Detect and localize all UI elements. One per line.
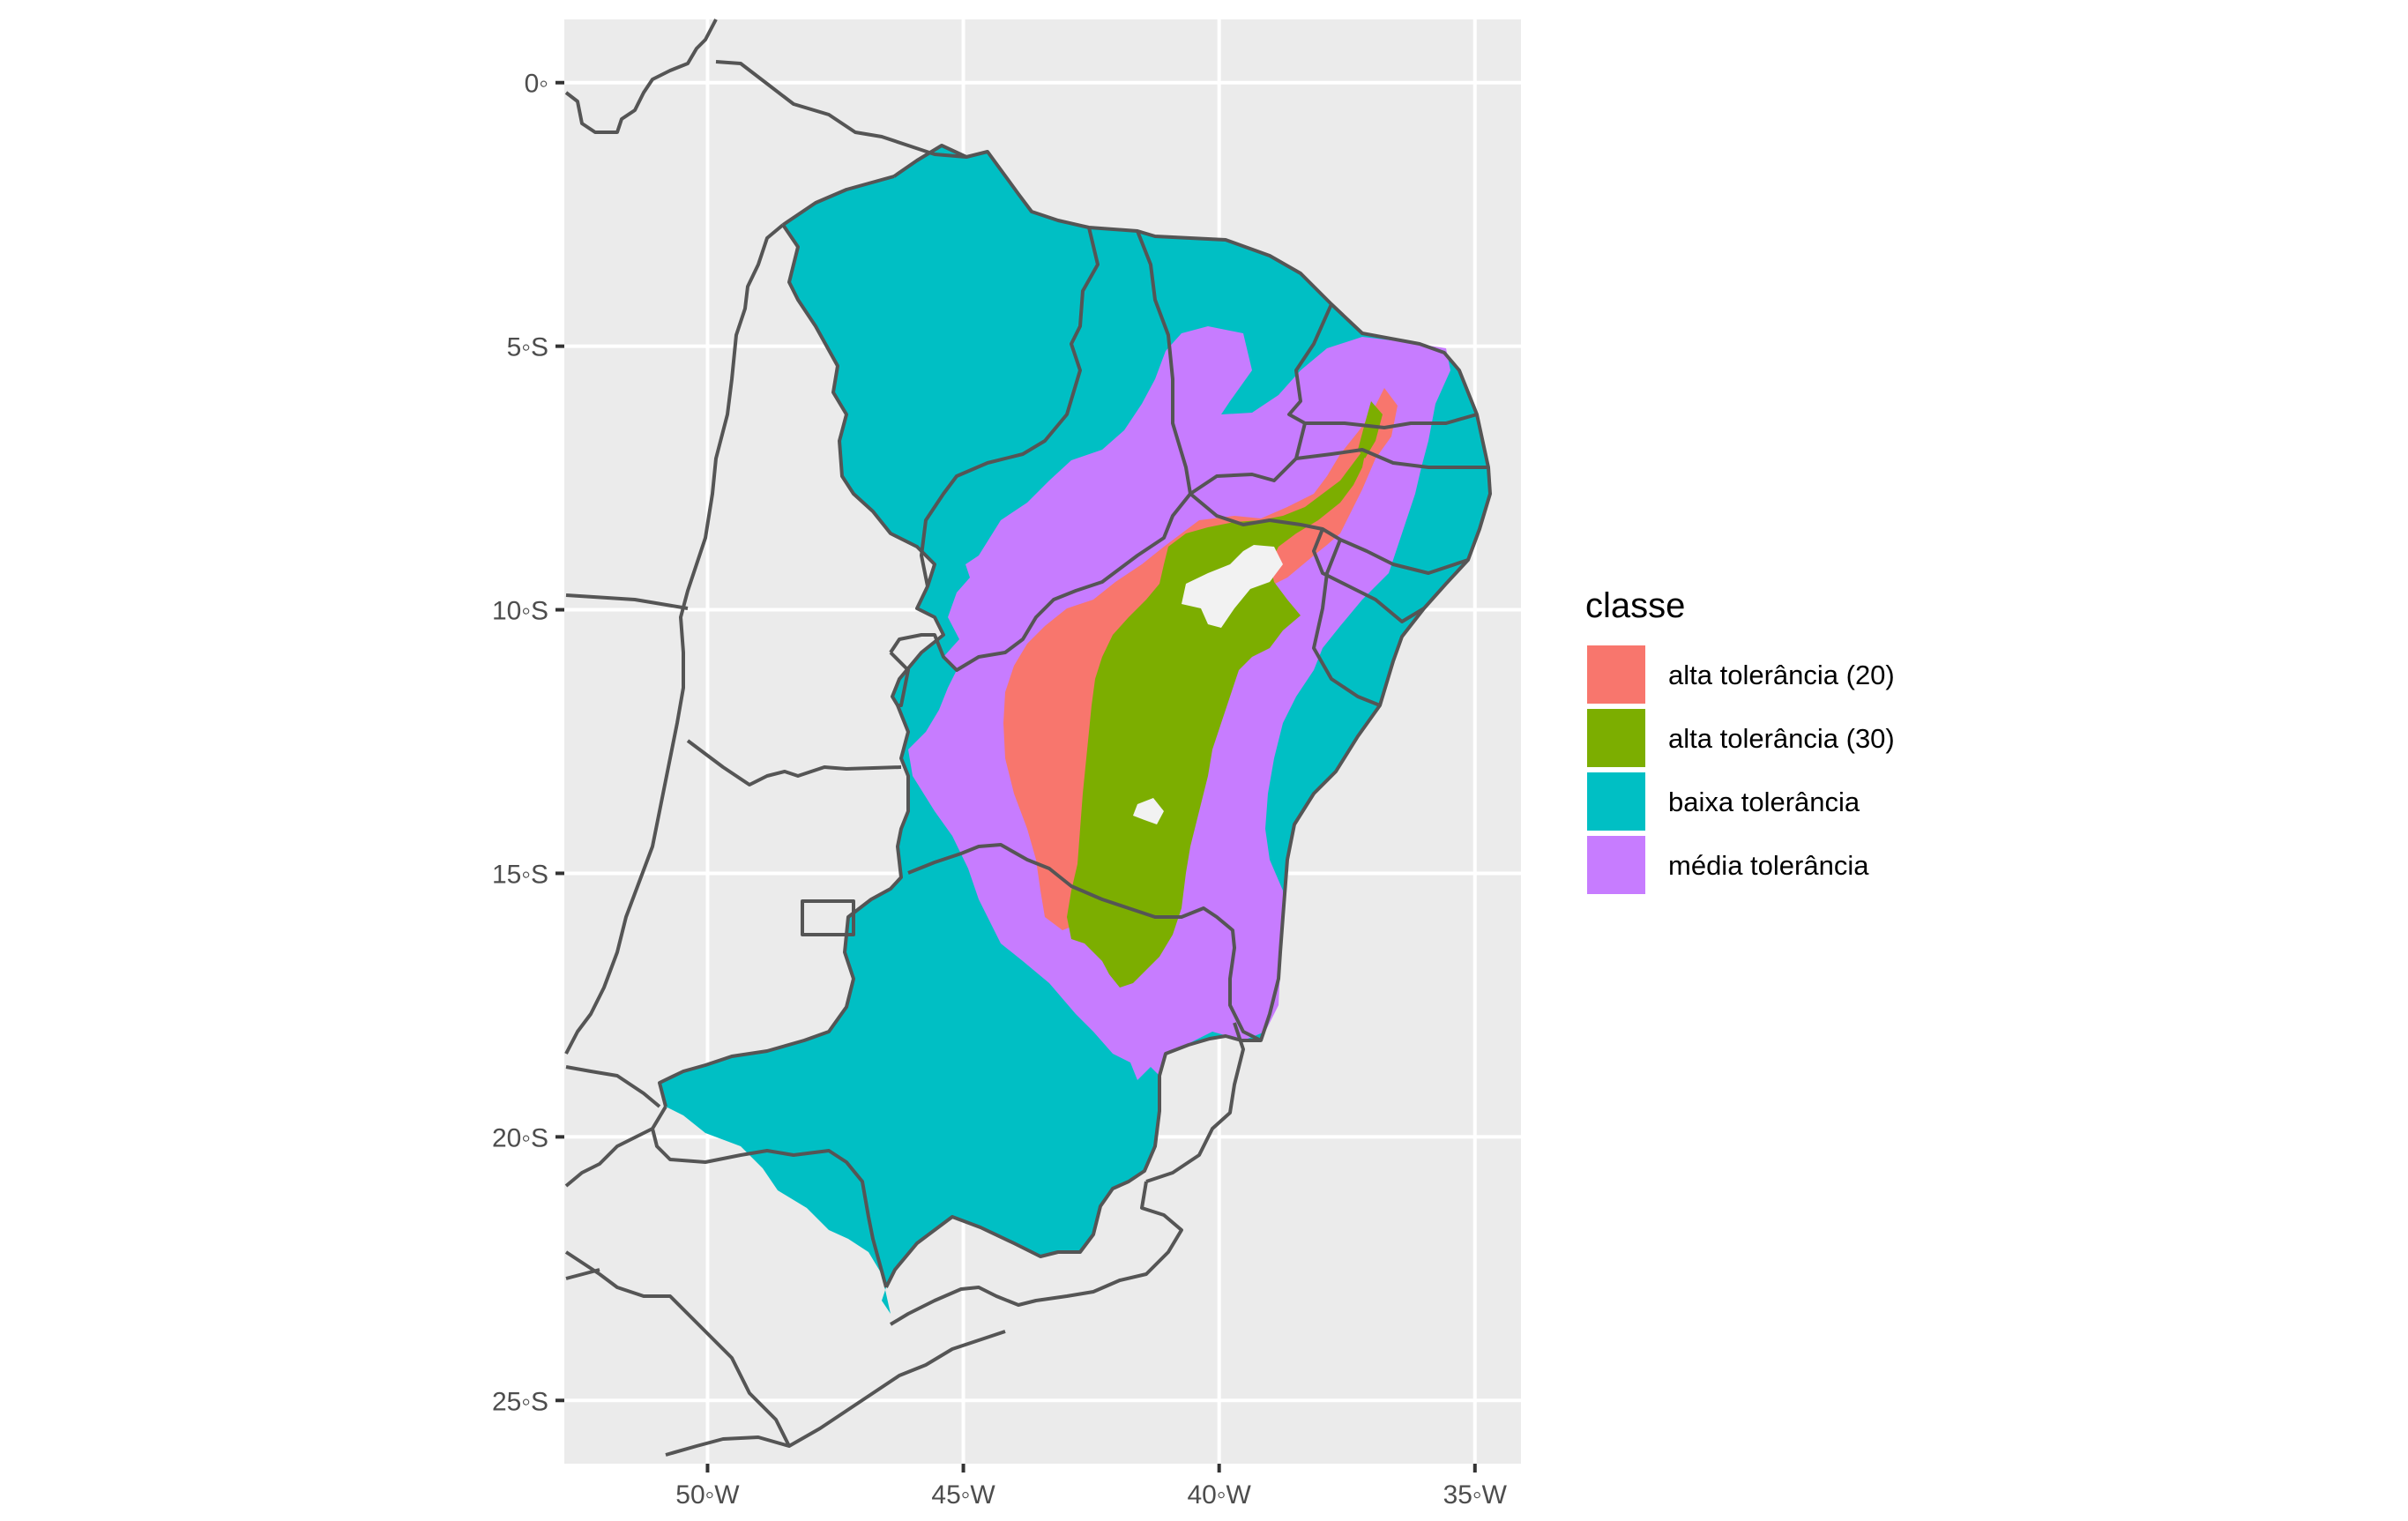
y-tick-label: 5◦S xyxy=(507,333,548,362)
border-line xyxy=(564,1127,653,1188)
x-tick-label: 45◦W xyxy=(931,1480,995,1510)
border-line xyxy=(889,1181,1183,1326)
border-line xyxy=(565,1268,600,1280)
border-line xyxy=(1145,1022,1245,1183)
border-line xyxy=(1189,422,1307,496)
legend-label: alta tolerância (30) xyxy=(1668,723,1895,754)
state-borders xyxy=(564,19,1492,1457)
y-tick-label: 10◦S xyxy=(492,597,548,626)
border-line xyxy=(889,651,910,707)
legend-label: baixa tolerância xyxy=(1668,787,1860,817)
legend: classe alta tolerância (20) alta tolerânci… xyxy=(1585,586,1895,894)
border-line xyxy=(907,843,1262,1042)
border-line xyxy=(686,739,902,787)
border-line xyxy=(665,1330,1006,1457)
border-line xyxy=(564,1250,791,1447)
border-line xyxy=(565,593,689,610)
legend-key xyxy=(1587,709,1645,767)
axes: 50◦W 45◦W 40◦W 35◦W 0◦ 5◦S 10◦S 15◦S 20◦S 25◦S xyxy=(492,70,1508,1510)
x-tick-label: 50◦W xyxy=(675,1480,740,1510)
x-tick-label: 35◦W xyxy=(1443,1480,1508,1510)
border-line xyxy=(565,1065,661,1108)
border-line xyxy=(884,144,1492,1288)
border-line xyxy=(564,19,718,134)
no-data-area xyxy=(1182,545,1283,628)
legend-key xyxy=(1587,772,1645,831)
border-line xyxy=(1295,448,1488,469)
border-line xyxy=(920,227,1100,587)
region-alta-tolerancia-30-strip xyxy=(1358,401,1383,459)
border-line xyxy=(781,175,895,227)
legend-title: classe xyxy=(1585,586,1685,625)
no-data-area xyxy=(1133,798,1164,824)
border-line xyxy=(715,60,967,159)
border-line xyxy=(564,223,785,1055)
y-tick-label: 15◦S xyxy=(492,860,548,889)
border-line xyxy=(651,1105,888,1288)
y-tick-label: 20◦S xyxy=(492,1123,548,1152)
legend-key xyxy=(1587,836,1645,894)
border-line xyxy=(801,899,855,936)
region-alta-tolerancia-30 xyxy=(1067,445,1367,988)
y-tick-label: 0◦ xyxy=(525,70,548,99)
border-line xyxy=(1312,539,1381,707)
border-line xyxy=(1312,528,1426,623)
y-tick-label: 25◦S xyxy=(492,1387,548,1416)
legend-label: alta tolerância (20) xyxy=(1668,660,1895,690)
border-line xyxy=(658,223,945,1107)
border-line xyxy=(1136,230,1192,495)
border-line xyxy=(889,492,1192,672)
legend-label: média tolerância xyxy=(1668,850,1869,881)
x-tick-label: 40◦W xyxy=(1188,1480,1252,1510)
legend-key xyxy=(1587,645,1645,704)
